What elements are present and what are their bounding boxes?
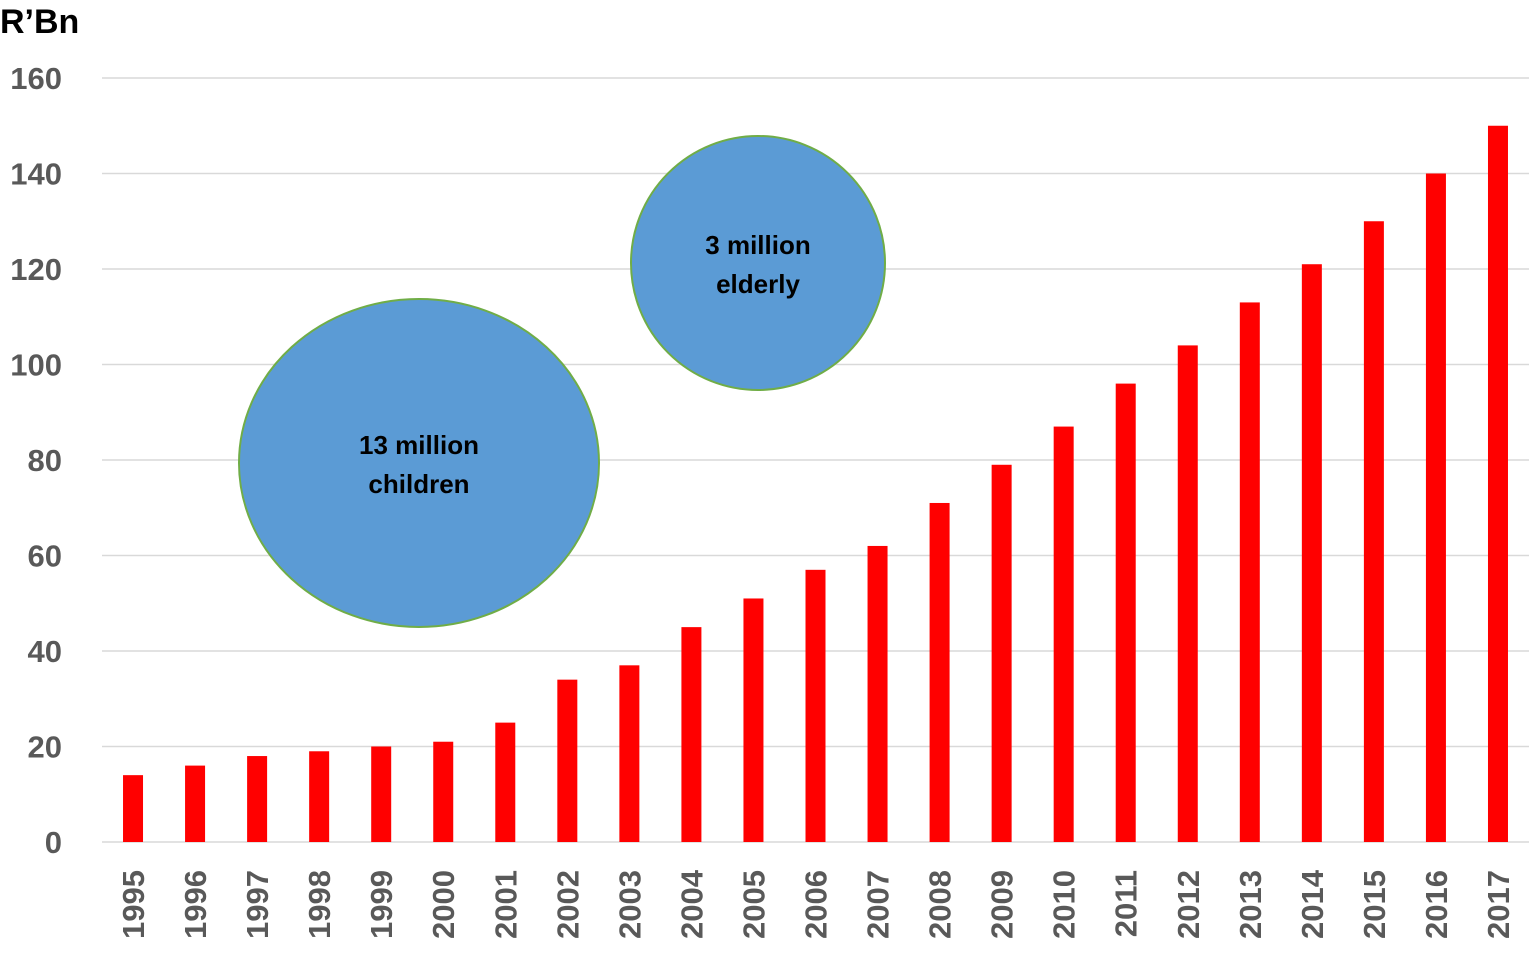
x-tick-label-2001: 2001: [488, 870, 523, 939]
x-tick-label-2006: 2006: [799, 870, 834, 939]
bar-2015: [1363, 221, 1384, 842]
annotation-children: 13 million children: [238, 298, 600, 628]
annotation-children-line2: children: [368, 469, 469, 499]
bar-2010: [1053, 426, 1074, 842]
x-tick-label-2007: 2007: [861, 870, 896, 939]
x-tick-label-2002: 2002: [550, 870, 585, 939]
bar-2006: [805, 569, 826, 842]
bar-1997: [247, 756, 268, 842]
y-tick-label-80: 80: [28, 443, 62, 478]
bar-1996: [185, 765, 206, 842]
bar-1999: [371, 746, 392, 842]
y-tick-label-160: 160: [10, 61, 62, 96]
y-tick-label-100: 100: [10, 348, 62, 383]
x-tick-label-2013: 2013: [1233, 870, 1268, 939]
x-tick-label-2015: 2015: [1357, 870, 1392, 939]
y-axis-ticks: 0 20 40 60 80 100 120 140 160: [10, 61, 62, 860]
x-tick-label-2010: 2010: [1047, 870, 1082, 939]
bar-2002: [557, 679, 578, 842]
annotation-elderly: 3 million elderly: [630, 135, 886, 391]
x-tick-label-1995: 1995: [116, 870, 151, 939]
y-axis-label: R’Bn: [0, 3, 79, 41]
bar-2017: [1487, 125, 1508, 842]
x-tick-label-2000: 2000: [426, 870, 461, 939]
x-tick-label-2009: 2009: [985, 870, 1020, 939]
bar-1995: [123, 775, 144, 842]
x-tick-label-2003: 2003: [612, 870, 647, 939]
x-tick-label-1998: 1998: [302, 870, 337, 939]
x-axis-ticks: 1995 1996 1997 1998 1999 2000 2001 2002 2003 2004…: [116, 869, 1516, 939]
annotation-elderly-line2: elderly: [716, 269, 800, 299]
y-tick-label-60: 60: [28, 539, 62, 574]
x-tick-label-1996: 1996: [178, 870, 213, 939]
annotation-children-bubble: [238, 298, 600, 628]
bar-2014: [1301, 264, 1322, 843]
x-tick-label-2008: 2008: [923, 870, 958, 939]
bar-2003: [619, 665, 640, 842]
bars: [123, 125, 1508, 843]
y-tick-label-20: 20: [28, 730, 62, 765]
x-tick-label-2011: 2011: [1109, 870, 1144, 937]
x-tick-label-1997: 1997: [240, 870, 275, 939]
bar-2016: [1425, 173, 1446, 842]
bar-2011: [1115, 383, 1136, 842]
x-tick-label-2016: 2016: [1419, 870, 1454, 939]
bar-2007: [867, 545, 888, 842]
y-tick-label-40: 40: [28, 634, 62, 669]
bar-2000: [433, 741, 454, 842]
y-tick-label-0: 0: [45, 825, 62, 860]
bar-1998: [309, 751, 330, 842]
x-tick-label-1999: 1999: [364, 870, 399, 939]
bar-2013: [1239, 302, 1260, 842]
x-tick-label-2012: 2012: [1171, 870, 1206, 939]
y-tick-label-120: 120: [10, 252, 62, 287]
annotation-children-line1: 13 million: [359, 430, 479, 460]
bar-2008: [929, 502, 950, 842]
x-tick-label-2005: 2005: [736, 870, 771, 939]
bar-2012: [1177, 345, 1198, 842]
annotation-elderly-line1: 3 million: [705, 230, 810, 260]
x-tick-label-2004: 2004: [674, 869, 709, 939]
x-tick-label-2017: 2017: [1481, 870, 1516, 939]
bar-2005: [743, 598, 764, 842]
bar-2001: [495, 722, 516, 842]
bar-2009: [991, 464, 1012, 842]
y-tick-label-140: 140: [10, 157, 62, 192]
bar-2004: [681, 627, 702, 842]
x-tick-label-2014: 2014: [1295, 869, 1330, 939]
annotation-elderly-bubble: [630, 135, 886, 391]
